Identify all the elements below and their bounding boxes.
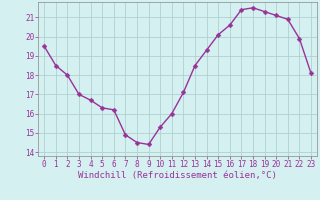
X-axis label: Windchill (Refroidissement éolien,°C): Windchill (Refroidissement éolien,°C) [78, 171, 277, 180]
